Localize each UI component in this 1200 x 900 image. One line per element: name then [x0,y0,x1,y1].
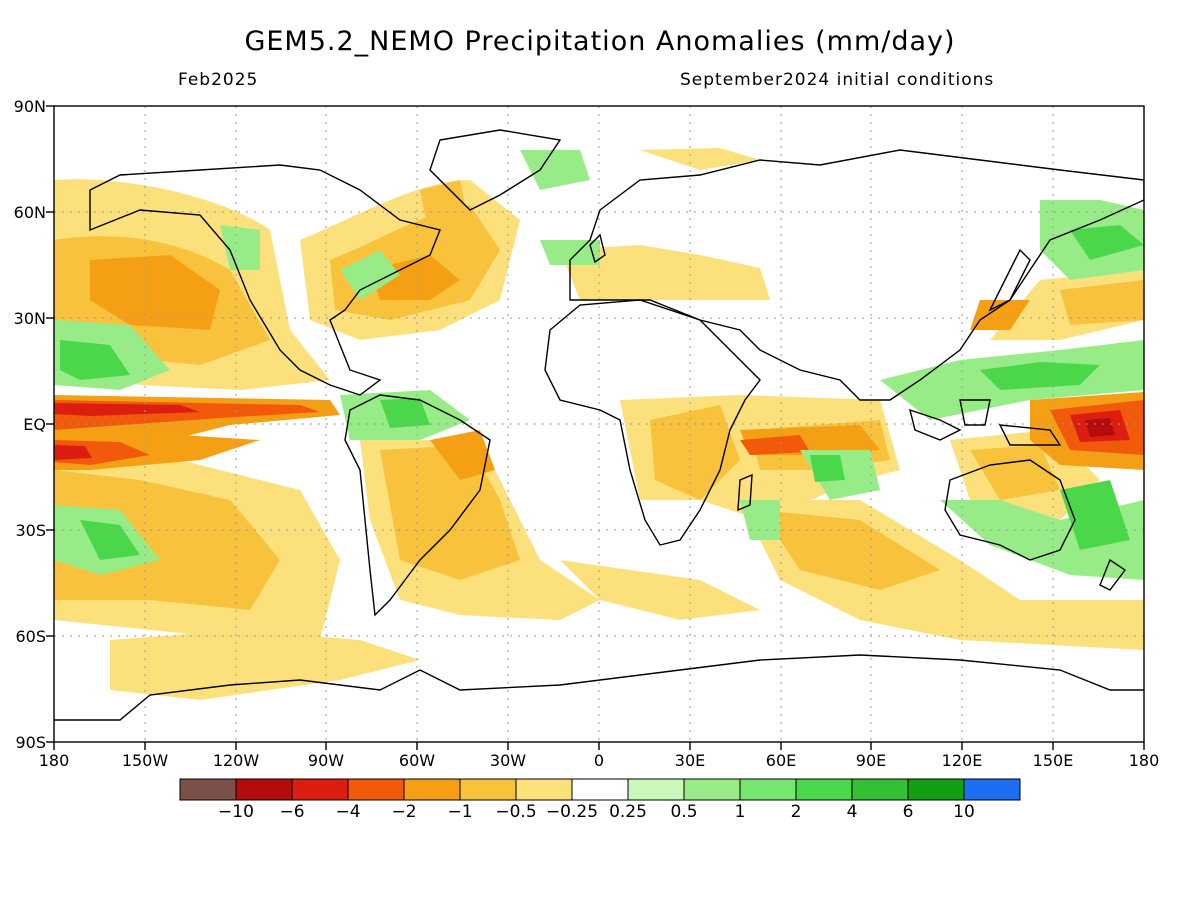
colorbar-label: 1 [734,802,746,822]
colorbar-swatch [795,778,853,801]
colorbar-swatch [347,778,405,801]
lon-label-120w: 120W [212,751,260,770]
colorbar-swatch [627,778,685,801]
colorbar-label: −10 [218,802,254,822]
lon-label-60e: 60E [765,751,797,770]
lat-label-90n: 90N [13,97,46,116]
lon-label-120e: 120E [941,751,983,770]
colorbar-label: −0.5 [495,802,537,822]
colorbar-swatch [851,778,909,801]
colorbar-swatch [739,778,797,801]
lon-label-90w: 90W [307,751,345,770]
graticule [54,106,1144,742]
colorbar-swatch [403,778,461,801]
map-title: GEM5.2_NEMO Precipitation Anomalies (mm/… [244,26,956,57]
lon-label-90e: 90E [855,751,887,770]
colorbar-swatch [179,778,237,801]
coastlines [54,129,1144,721]
colorbar-label: 6 [902,802,914,822]
colorbar-label: 10 [953,802,975,822]
anomaly-fields [54,148,1144,700]
colorbar-label: 4 [846,802,858,822]
colorbar-label: −0.25 [545,802,599,822]
colorbar-swatch [963,778,1021,801]
lat-label-60s: 60S [15,627,46,646]
colorbar-swatch [683,778,741,801]
colorbar [179,778,1021,801]
lon-label-180e: 180 [1128,751,1160,770]
lat-label-30n: 30N [13,309,46,328]
lon-label-30w: 30W [489,751,527,770]
colorbar-label: 2 [790,802,802,822]
colorbar-label: −4 [335,802,361,822]
lon-label-150e: 150E [1032,751,1074,770]
forecast-month: Feb2025 [178,70,259,90]
colorbar-label: −1 [447,802,473,822]
colorbar-swatch [291,778,349,801]
lon-label-60w: 60W [398,751,436,770]
initial-conditions: September2024 initial conditions [680,70,995,90]
lat-label-60n: 60N [13,203,46,222]
colorbar-swatch [235,778,293,801]
lon-label-30e: 30E [674,751,706,770]
colorbar-label: 0.5 [670,802,698,822]
colorbar-swatch [459,778,517,801]
colorbar-label: 0.25 [609,802,647,822]
colorbar-label: −2 [391,802,417,822]
lon-label-0: 0 [593,751,605,770]
lon-label-150w: 150W [121,751,169,770]
colorbar-swatch [571,778,629,801]
lat-label-90s: 90S [15,733,46,752]
lon-label-180w: 180 [38,751,70,770]
colorbar-label: −6 [279,802,305,822]
colorbar-swatch [907,778,965,801]
lat-label-30s: 30S [15,521,46,540]
lat-label-eq: EQ [23,415,46,434]
axis-ticks [46,105,1145,750]
colorbar-swatch [515,778,573,801]
